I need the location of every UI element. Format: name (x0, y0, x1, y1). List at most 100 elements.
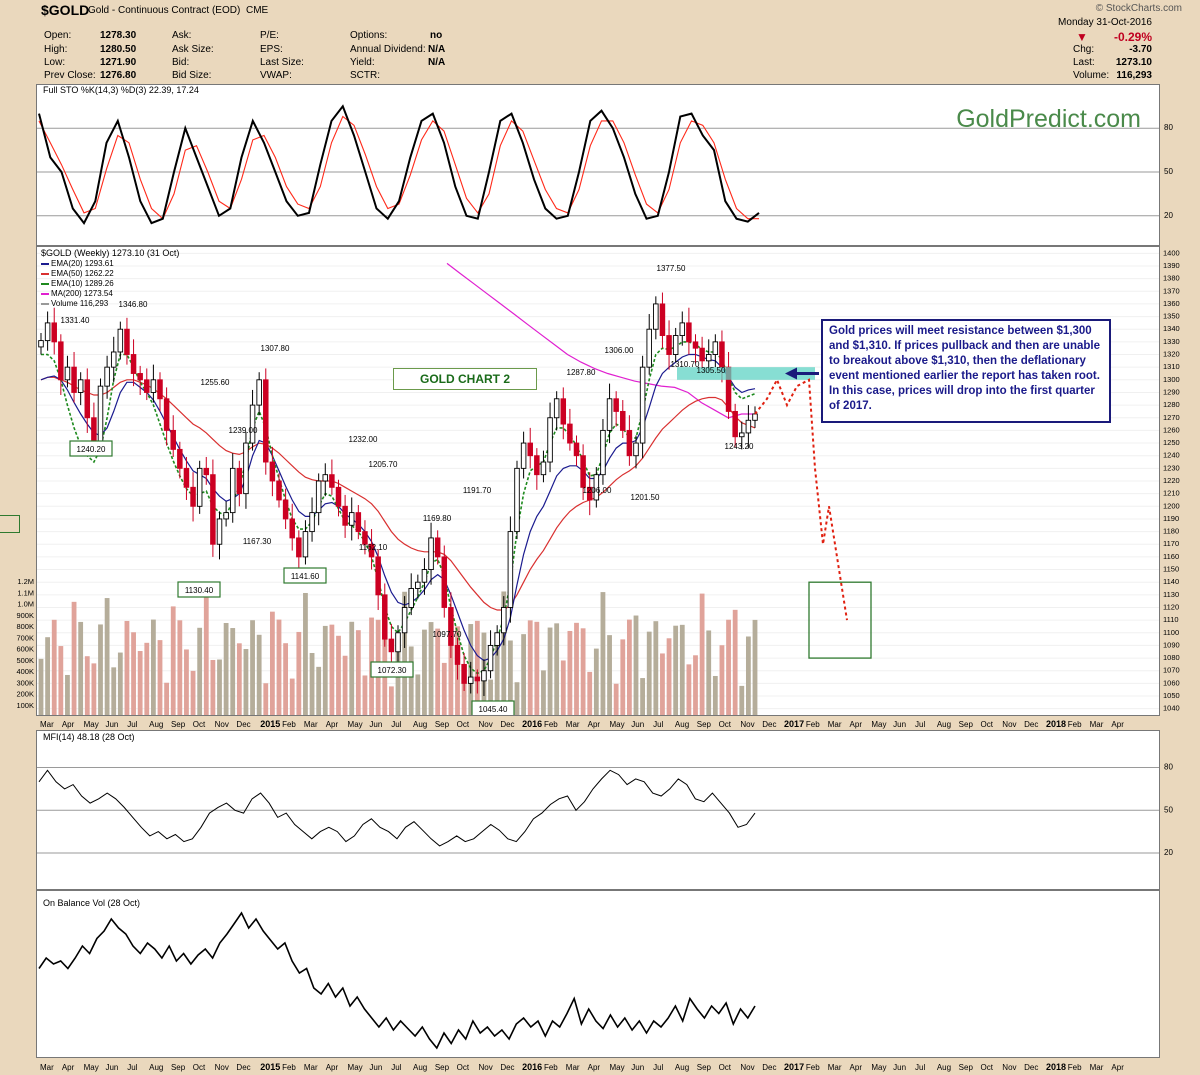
price-tick-label: 1220 (1163, 476, 1180, 485)
candle-body (388, 638, 395, 653)
candle-body (573, 442, 580, 457)
brand-watermark: GoldPredict.com (956, 105, 1141, 133)
candle-body (342, 505, 348, 526)
mfi-tick-label: 50 (1164, 805, 1173, 814)
candle-body (732, 410, 738, 438)
candle-body (540, 461, 547, 476)
low-label: Low: (44, 57, 66, 68)
candle-body (613, 398, 619, 412)
candle-body (586, 486, 593, 501)
obv-panel: On Balance Vol (28 Oct) (36, 890, 1160, 1058)
candle-body (329, 474, 335, 488)
x-tick-label: Oct (980, 1063, 993, 1072)
price-tick-label: 1180 (1163, 527, 1179, 536)
price-tick-label: 1110 (1163, 615, 1179, 624)
x-tick-label: Sep (171, 1063, 186, 1072)
candle-body (177, 448, 183, 469)
candle-body (71, 366, 77, 393)
x-tick-label: Dec (1024, 1063, 1038, 1072)
price-label: 1162.10 (359, 543, 388, 552)
candle-body (679, 322, 686, 336)
sto-tick-label: 20 (1164, 211, 1173, 220)
instrument-name: Gold - Continuous Contract (EOD) (88, 5, 241, 16)
volume-bar (309, 653, 315, 715)
candle-body (296, 537, 302, 558)
price-tick-label: 1130 (1163, 590, 1179, 599)
price-tick-label: 1400 (1163, 248, 1180, 257)
candle-body (210, 474, 216, 545)
price-label: 1306.00 (605, 346, 634, 355)
volume-bar (84, 656, 90, 715)
legend-item: MA(200) 1273.54 (41, 289, 114, 299)
x-tick-label: Feb (282, 1063, 296, 1072)
volume-bar (408, 646, 414, 715)
volume-bar (726, 619, 731, 715)
price-tick-label: 1390 (1163, 261, 1180, 270)
candle-body (653, 303, 659, 330)
obv-line (38, 911, 756, 1050)
candle-body (752, 413, 758, 421)
candle-body (461, 663, 467, 684)
volume-bar (210, 659, 216, 715)
candle-body (474, 676, 481, 682)
volume-bar (329, 624, 335, 715)
options-label: Options: (350, 30, 388, 41)
volume-bar (349, 621, 355, 715)
open-label: Open: (44, 30, 72, 41)
volume-tick-label: 500K (16, 656, 34, 665)
volume-bar (699, 593, 705, 715)
volume-bar (164, 682, 170, 715)
volume-bar (362, 675, 368, 715)
volume-tick-label: 600K (16, 645, 34, 654)
volume-bar (435, 628, 441, 715)
price-y-axis: 1040 1050 1060 1070 1080 1090 1100 1110 1120 1130… (1163, 248, 1180, 712)
candle-body (415, 581, 421, 589)
high-value: 1280.50 (100, 44, 137, 55)
volume-bar (620, 639, 626, 715)
candle-body (216, 518, 223, 545)
volume-bar (527, 620, 533, 715)
candle-body (137, 373, 143, 381)
edge-marker (0, 515, 20, 533)
candle-body (520, 442, 527, 469)
volume-bar (534, 621, 540, 715)
ask-size-label: Ask Size: (172, 44, 214, 55)
x-tick-label: Aug (413, 1063, 427, 1072)
candle-body (77, 379, 84, 393)
price-tick-label: 1200 (1163, 501, 1180, 510)
x-tick-label: 2018 (1046, 1062, 1066, 1072)
price-label: 1167.30 (243, 537, 272, 546)
volume-bar (184, 649, 189, 715)
x-axis-top: Mar Apr May Jun Jul Aug Sep Oct Nov Dec 2015 Feb Mar… (40, 719, 1124, 729)
x-tick-label: Jul (653, 720, 663, 729)
x-tick-label: Dec (1024, 720, 1038, 729)
volume-bar (157, 640, 163, 715)
volume-bar (693, 655, 698, 715)
candle-body (560, 398, 567, 425)
price-label-box (69, 440, 113, 457)
mfi-panel: MFI(14) 48.18 (28 Oct) (36, 730, 1160, 890)
price-tick-label: 1260 (1163, 425, 1180, 434)
vwap-label: VWAP: (260, 70, 292, 81)
volume-bar (633, 615, 639, 715)
chart-label: GOLD CHART 2 (393, 368, 537, 390)
price-tick-label: 1250 (1163, 438, 1180, 447)
x-tick-label: Jun (893, 1063, 906, 1072)
x-tick-label: Nov (215, 720, 229, 729)
legend-swatch (41, 292, 49, 295)
legend-label: EMA(10) 1289.26 (51, 279, 114, 288)
x-tick-label: Aug (937, 720, 951, 729)
volume-tick-label: 1.2M (17, 577, 34, 586)
x-tick-label: Jun (631, 1063, 644, 1072)
sto-k-line (38, 104, 760, 225)
x-tick-label: Nov (1002, 1063, 1016, 1072)
candle-body (196, 467, 203, 507)
candle-body (692, 341, 699, 349)
price-panel: 1346.80 1331.40 1240.20 1255.60 1239.00 1167.… (36, 246, 1160, 717)
price-tick-label: 1300 (1163, 375, 1180, 384)
candle-body (249, 404, 256, 444)
x-tick-label: Oct (457, 720, 470, 729)
x-tick-label: Nov (740, 720, 754, 729)
price-label: 1239.00 (229, 426, 258, 435)
volume-bar (646, 631, 652, 715)
